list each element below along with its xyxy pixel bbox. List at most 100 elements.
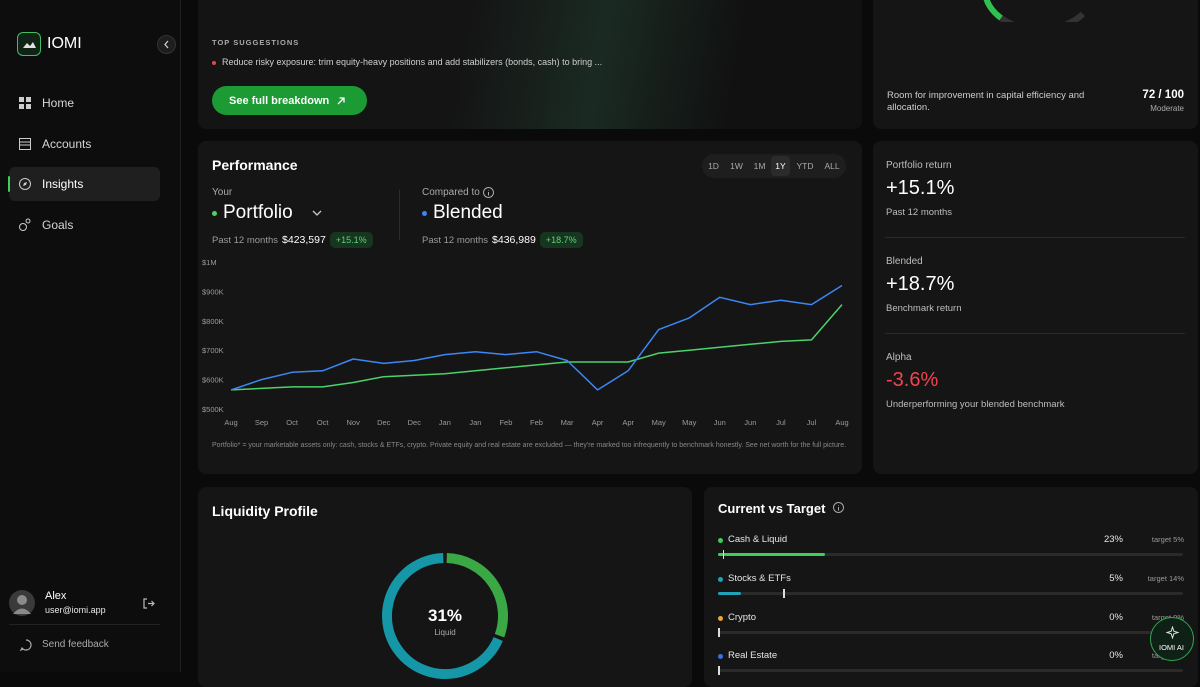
logout-icon[interactable]: [142, 597, 155, 610]
score-card: Room for improvement in capital efficien…: [873, 0, 1198, 129]
dropdown-icon[interactable]: [312, 209, 322, 217]
divider: [399, 190, 400, 240]
allocation-title: Current vs Target: [718, 501, 826, 516]
range-button[interactable]: YTD: [796, 161, 814, 171]
row-current: 0%: [1109, 650, 1123, 661]
nav-item[interactable]: Insights: [8, 167, 160, 201]
stat-caption: Past 12 months: [886, 207, 953, 218]
series-line: [230, 284, 843, 391]
sparkle-icon: [1166, 626, 1179, 639]
user-name: Alex: [45, 590, 67, 602]
nav-label: Home: [42, 96, 75, 110]
portfolio-change: +15.1%: [329, 232, 373, 248]
benchmark-summary: Past 12 months $436,989 +18.7%: [422, 232, 583, 248]
portfolio-value: $423,597: [282, 234, 326, 246]
avatar[interactable]: [9, 590, 35, 616]
y-tick-label: $900K: [202, 287, 224, 296]
row-target: target 5%: [1151, 535, 1184, 544]
stat-label: Blended: [886, 256, 923, 267]
x-tick-label: Dec: [408, 418, 422, 427]
track: [718, 669, 1183, 672]
x-tick-label: Nov: [347, 418, 361, 427]
x-tick-label: Jun: [744, 418, 756, 427]
bullet: [212, 61, 216, 65]
range-button[interactable]: 1D: [708, 161, 719, 171]
your-label: Your: [212, 187, 233, 198]
benchmark-dot: [422, 211, 427, 216]
assistant-button[interactable]: IOMI AI: [1150, 617, 1194, 661]
nav-label: Insights: [42, 177, 84, 191]
nav-icon: [19, 138, 31, 150]
x-tick-label: Oct: [317, 418, 330, 427]
x-tick-label: Jan: [439, 418, 451, 427]
collapse-icon: [164, 40, 169, 49]
target-marker: [722, 550, 725, 559]
logo: [17, 32, 41, 56]
stat-label: Alpha: [886, 352, 912, 363]
user-email: user@iomi.app: [45, 605, 106, 615]
x-tick-label: Oct: [286, 418, 299, 427]
stats-card: [873, 141, 1198, 474]
x-tick-label: May: [682, 418, 696, 427]
allocation-card: [704, 487, 1198, 687]
breakdown-button[interactable]: See full breakdown: [212, 86, 367, 115]
row-dot: [718, 654, 723, 659]
nav-item[interactable]: Accounts: [9, 127, 160, 161]
range-button[interactable]: 1M: [753, 161, 766, 171]
stat-caption: Underperforming your blended benchmark: [886, 399, 1065, 410]
collapse-button[interactable]: [157, 35, 176, 54]
track: [718, 553, 1183, 556]
y-tick-label: $600K: [202, 376, 224, 385]
suggestions-heading: TOP SUGGESTIONS: [212, 38, 300, 47]
portfolio-dot: [212, 211, 217, 216]
row-current: 0%: [1109, 612, 1123, 623]
y-tick-label: $700K: [202, 346, 224, 355]
nav-item[interactable]: Home: [9, 86, 160, 120]
footnote: Portfolio* = your marketable assets only…: [212, 442, 847, 449]
x-tick-label: Dec: [377, 418, 391, 427]
range-button[interactable]: 1Y: [771, 156, 790, 176]
nav-icon: [19, 97, 31, 109]
portfolio-name[interactable]: Portfolio: [223, 202, 293, 223]
nav-item[interactable]: Goals: [9, 208, 160, 242]
y-tick-label: $1M: [202, 258, 217, 267]
benchmark-change: +18.7%: [539, 232, 583, 248]
x-tick-label: Apr: [622, 418, 634, 427]
feedback-link[interactable]: Send feedback: [42, 639, 109, 650]
target-marker: [718, 666, 720, 675]
info-icon[interactable]: [832, 501, 845, 514]
button-label: See full breakdown: [229, 94, 330, 107]
score-gauge: [983, 0, 1086, 22]
liquidity-title: Liquidity Profile: [212, 503, 318, 519]
stat-value: +15.1%: [886, 177, 955, 199]
suggestion-item: Reduce risky exposure: trim equity-heavy…: [222, 57, 603, 67]
x-tick-label: Aug: [835, 418, 848, 427]
benchmark-name[interactable]: Blended: [433, 202, 503, 223]
liquidity-value: 31%: [427, 606, 463, 625]
stat-label: Portfolio return: [886, 160, 952, 171]
y-tick-label: $500K: [202, 405, 224, 414]
x-tick-label: Feb: [499, 418, 512, 427]
sidebar: IOMI Home Accounts Insights Goals Alex user…: [0, 0, 181, 672]
row-dot: [718, 577, 723, 582]
range-button[interactable]: ALL: [824, 161, 840, 171]
row-dot: [718, 538, 723, 543]
nav-icon: [19, 218, 31, 231]
track: [718, 631, 1183, 634]
info-icon[interactable]: [482, 186, 495, 199]
portfolio-summary: Past 12 months $423,597 +15.1%: [212, 232, 373, 248]
divider: [885, 237, 1185, 238]
suggestions-card: TOP SUGGESTIONS Reduce risky exposure: t…: [198, 0, 862, 129]
row-name: Stocks & ETFs: [728, 573, 791, 584]
range-button[interactable]: 1W: [730, 161, 743, 171]
series-line: [230, 304, 843, 391]
track: [718, 592, 1183, 595]
liquidity-card: [198, 487, 692, 687]
x-tick-label: Mar: [561, 418, 574, 427]
row-dot: [718, 616, 723, 621]
x-tick-label: Aug: [224, 418, 237, 427]
assistant-label: IOMI AI: [1158, 643, 1184, 652]
row-current: 5%: [1109, 573, 1123, 584]
liquidity-label: Liquid: [434, 628, 456, 637]
row-name: Real Estate: [728, 650, 778, 661]
